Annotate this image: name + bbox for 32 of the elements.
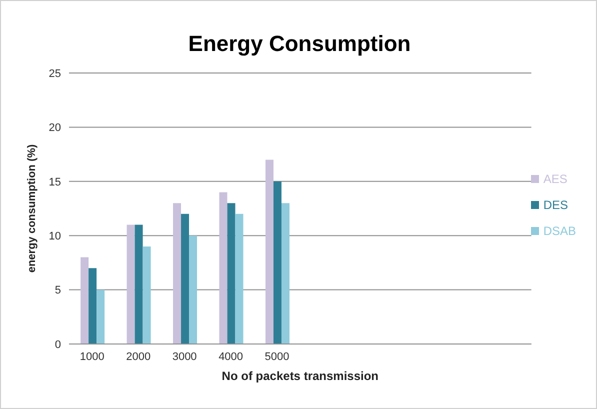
bar [134, 224, 143, 344]
x-tick-label: 4000 [218, 350, 244, 363]
bar [219, 192, 228, 344]
bar [265, 160, 274, 344]
bar [181, 214, 190, 344]
bar [96, 290, 105, 344]
legend-label: DSAB [543, 224, 576, 238]
bar [189, 236, 198, 344]
bar [88, 268, 97, 344]
y-tick-label: 0 [54, 338, 61, 351]
x-tick-label: 1000 [80, 350, 104, 363]
bar [80, 257, 89, 344]
bar [235, 214, 244, 344]
x-tick-label: 3000 [172, 350, 197, 363]
bar [273, 181, 282, 344]
bar [142, 246, 151, 344]
bar [173, 203, 182, 344]
bar [126, 224, 135, 344]
y-axis-title: energy consumption (%) [26, 144, 38, 273]
x-tick-label: 2000 [126, 350, 151, 363]
legend-label: DES [543, 198, 568, 212]
x-tick-label: 5000 [264, 350, 290, 363]
y-tick-label: 5 [54, 284, 61, 297]
legend-label: AES [543, 172, 568, 186]
bar [227, 203, 236, 344]
y-tick-label: 25 [48, 68, 61, 80]
bar [281, 203, 290, 344]
y-tick-label: 10 [48, 230, 61, 243]
y-tick-label: 20 [48, 122, 61, 134]
x-axis-title: No of packets transmission [222, 369, 379, 383]
chart-title: Energy Consumption [187, 31, 412, 57]
y-tick-label: 15 [48, 176, 61, 188]
